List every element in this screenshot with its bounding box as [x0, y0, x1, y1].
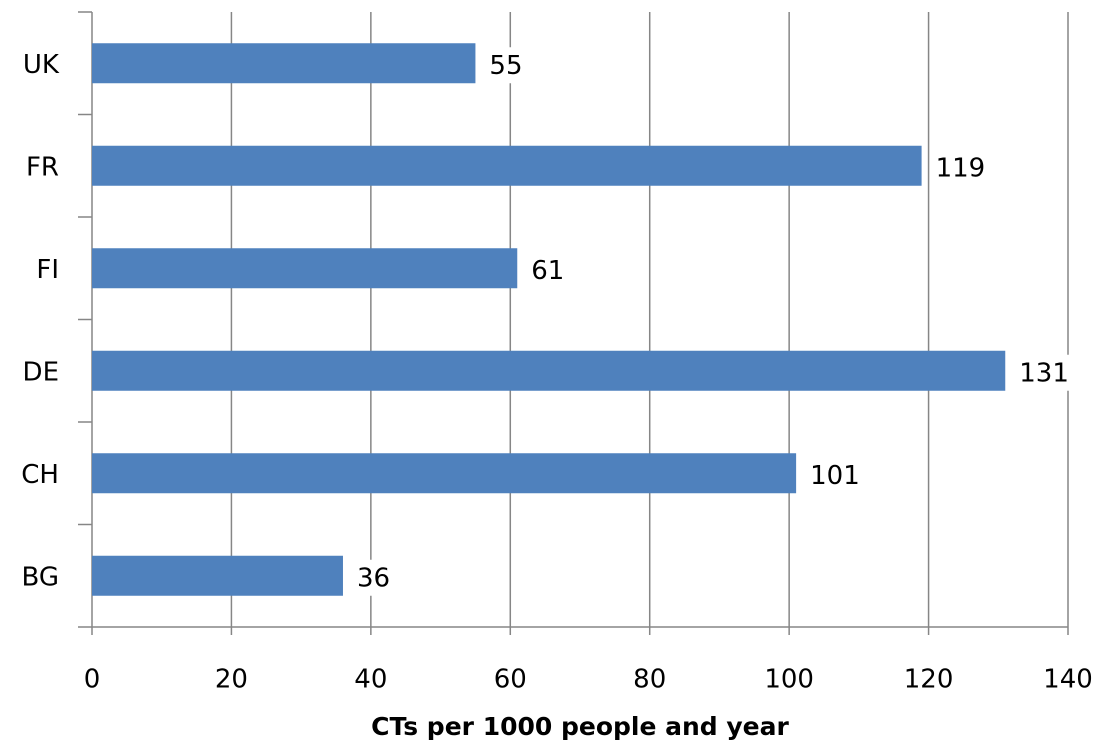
x-tick-label: 120 — [904, 665, 954, 695]
x-tick-label: 100 — [764, 665, 814, 695]
bar — [92, 350, 1006, 391]
data-label: 55 — [489, 51, 522, 81]
data-label: 131 — [1019, 358, 1069, 388]
x-tick-label: 40 — [354, 665, 387, 695]
x-tick-label: 0 — [84, 665, 101, 695]
label-bg — [931, 149, 990, 186]
label-bg — [527, 252, 569, 289]
data-label: 61 — [531, 256, 564, 286]
y-tick-label: FI — [36, 255, 59, 285]
y-tick-label: DE — [23, 357, 59, 387]
bar — [92, 555, 343, 596]
label-bg — [806, 457, 864, 494]
y-tick-label: BG — [21, 562, 59, 592]
data-label: 36 — [357, 563, 390, 593]
data-label: 101 — [810, 461, 860, 491]
label-bg — [1015, 354, 1073, 391]
x-tick-label: 60 — [494, 665, 527, 695]
x-tick-label: 20 — [215, 665, 248, 695]
bar — [92, 43, 476, 84]
bar — [92, 453, 797, 494]
y-tick-label: UK — [23, 50, 60, 80]
x-tick-label: 80 — [633, 665, 666, 695]
label-bg — [485, 47, 527, 84]
bar — [92, 145, 922, 186]
x-tick-label: 140 — [1043, 665, 1093, 695]
bar — [92, 248, 518, 289]
y-tick-label: CH — [21, 460, 59, 490]
data-label: 119 — [936, 153, 986, 183]
x-axis-title: CTs per 1000 people and year — [371, 712, 789, 741]
y-tick-label: FR — [26, 152, 59, 182]
label-bg — [352, 559, 395, 596]
